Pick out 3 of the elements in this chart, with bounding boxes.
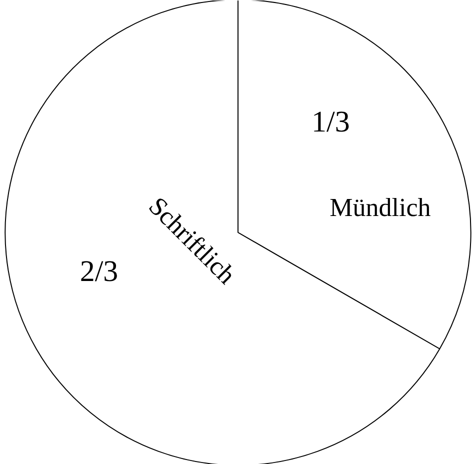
data-label: 1/3 <box>312 105 350 138</box>
data-label: 2/3 <box>80 255 118 288</box>
slice-label: Mündlich <box>330 193 431 222</box>
